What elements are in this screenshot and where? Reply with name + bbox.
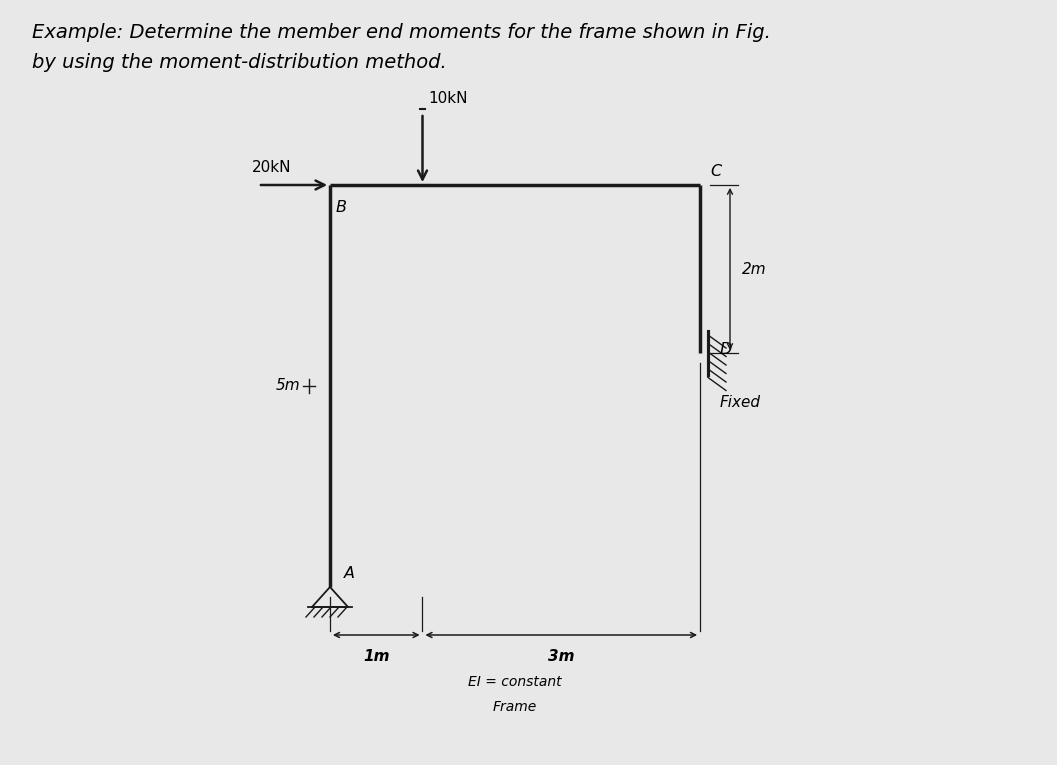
Text: EI = constant: EI = constant [468,675,562,689]
Text: 2m: 2m [742,262,766,276]
Text: 20kN: 20kN [252,160,292,175]
Text: Example: Determine the member end moments for the frame shown in Fig.: Example: Determine the member end moment… [32,23,771,42]
Text: Fixed: Fixed [720,395,761,410]
Text: 1m: 1m [363,649,389,664]
Text: B: B [336,200,347,215]
Text: 10kN: 10kN [428,91,468,106]
Text: 3m: 3m [548,649,575,664]
Text: Frame: Frame [493,700,537,714]
Text: C: C [710,164,721,179]
Text: by using the moment-distribution method.: by using the moment-distribution method. [32,53,447,72]
Text: 5m: 5m [276,379,300,393]
Text: D: D [720,343,733,357]
Text: A: A [344,566,355,581]
